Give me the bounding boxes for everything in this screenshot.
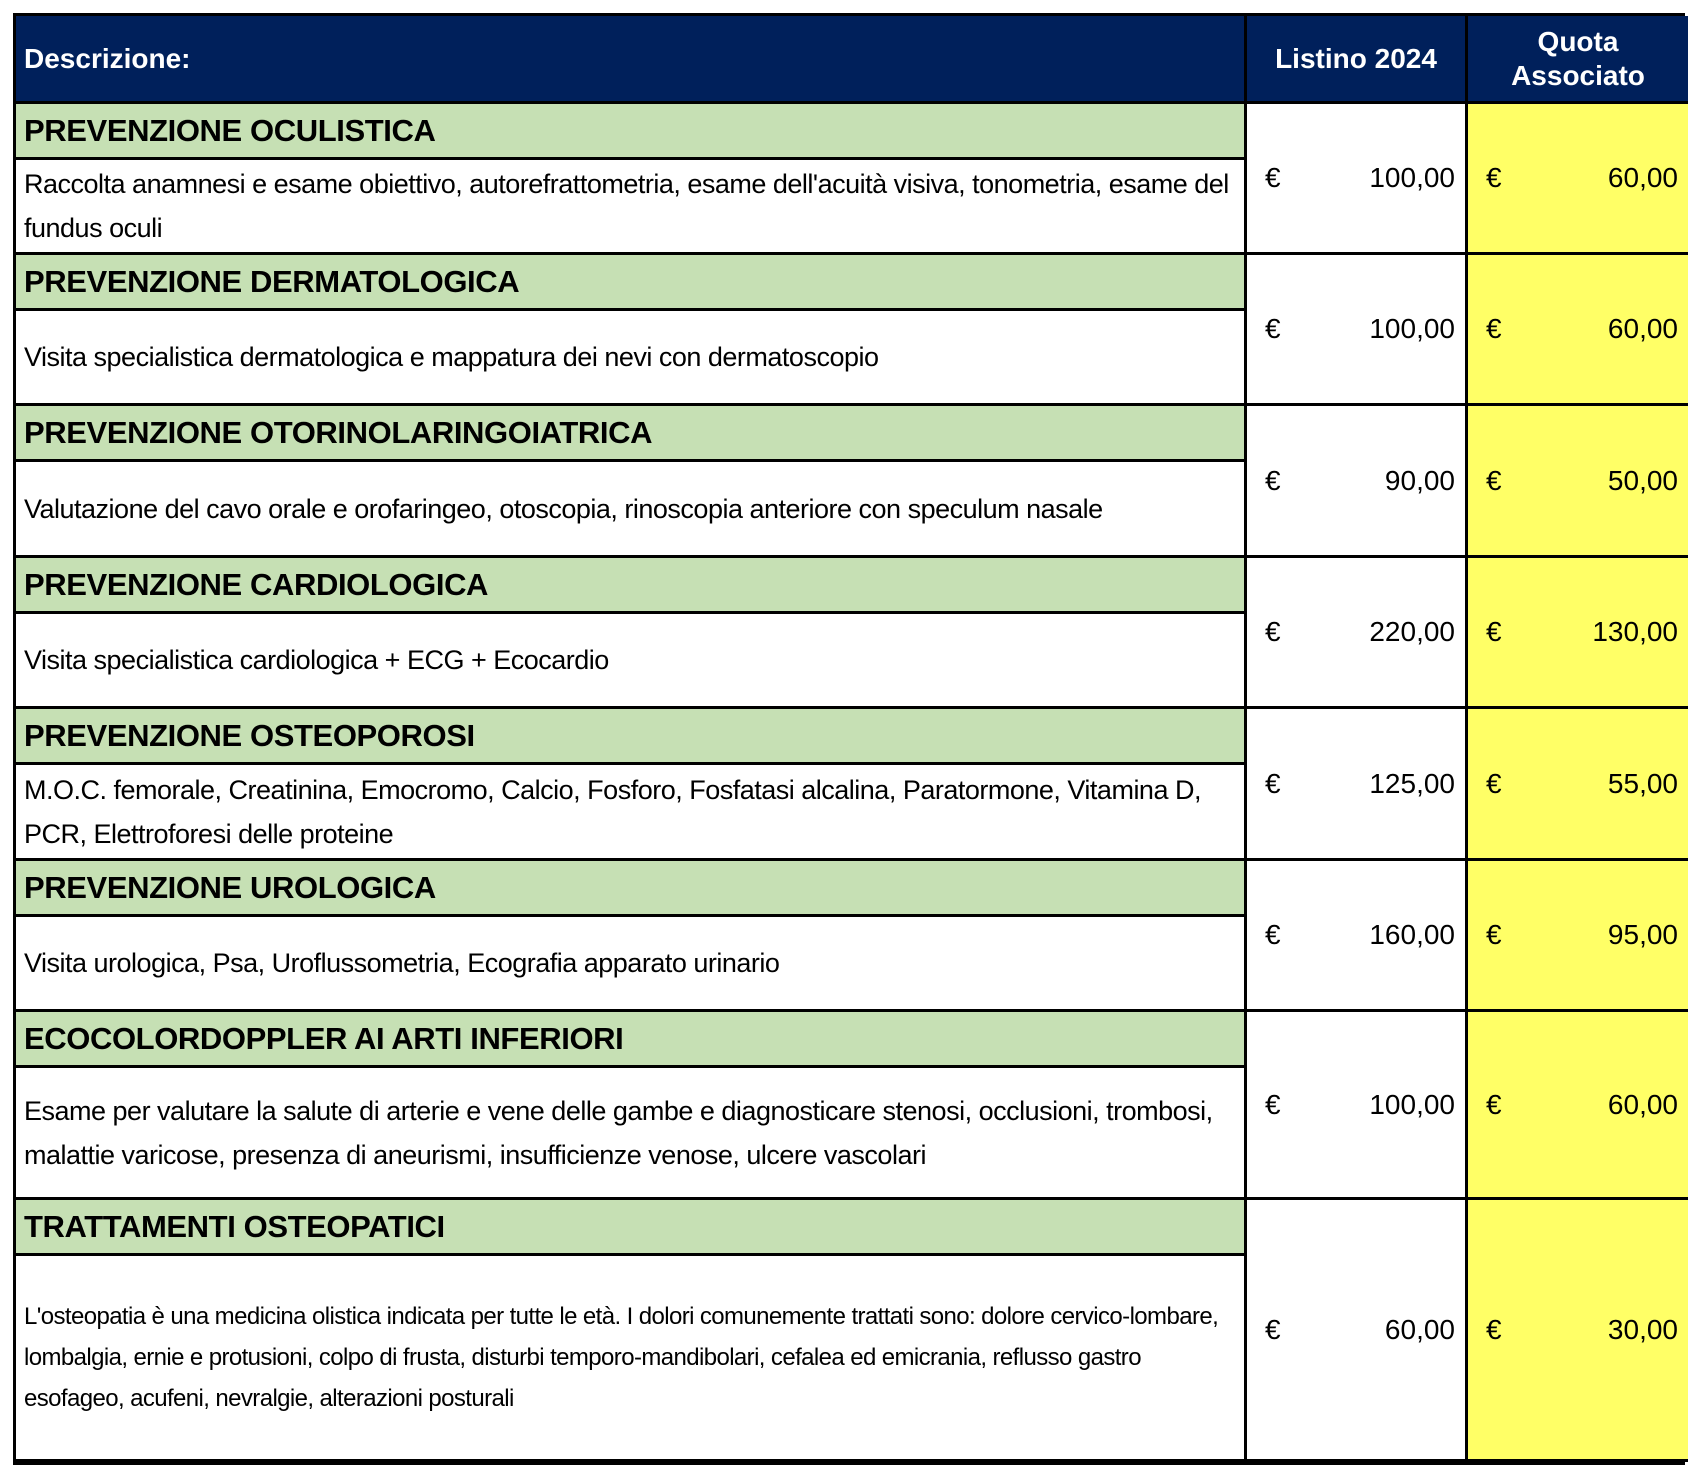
service-title: PREVENZIONE UROLOGICA [16,861,1247,917]
member-price-cell: €50,00 [1468,406,1688,558]
list-price-cell: €60,00 [1247,1200,1468,1462]
currency-symbol: € [1486,767,1502,799]
service-description: Visita specialistica dermatologica e map… [16,311,1247,406]
price-value: 60,00 [1607,313,1678,344]
list-price-cell: €90,00 [1247,406,1468,558]
currency-symbol: € [1486,313,1502,344]
header-member-fee: Quota Associato [1468,16,1688,104]
member-price-cell: €130,00 [1468,558,1688,709]
member-price-cell: €60,00 [1468,1012,1688,1200]
price-value: 60,00 [1384,1313,1455,1345]
service-title: PREVENZIONE OTORINOLARINGOIATRICA [16,406,1247,462]
price-value: 100,00 [1369,1088,1455,1120]
price-value: 95,00 [1607,919,1678,950]
service-title: PREVENZIONE CARDIOLOGICA [16,558,1247,614]
service-description: M.O.C. femorale, Creatinina, Emocromo, C… [16,765,1247,861]
list-price-cell: €100,00 [1247,1012,1468,1200]
currency-symbol: € [1265,1088,1281,1120]
currency-symbol: € [1265,767,1281,799]
price-value: 60,00 [1607,162,1678,193]
price-value: 55,00 [1607,767,1678,799]
currency-symbol: € [1486,464,1502,496]
header-list-price: Listino 2024 [1247,16,1468,104]
service-description: Esame per valutare la salute di arterie … [16,1068,1247,1200]
list-price-cell: €125,00 [1247,709,1468,861]
price-value: 60,00 [1607,1088,1678,1120]
currency-symbol: € [1265,616,1281,647]
service-description: Raccolta anamnesi e esame obiettivo, aut… [16,160,1247,255]
service-title: TRATTAMENTI OSTEOPATICI [16,1200,1247,1256]
list-price-cell: €220,00 [1247,558,1468,709]
service-description: L'osteopatia è una medicina olistica ind… [16,1256,1247,1462]
header-description: Descrizione: [16,16,1247,104]
service-description: Visita specialistica cardiologica + ECG … [16,614,1247,709]
currency-symbol: € [1265,464,1281,496]
currency-symbol: € [1265,162,1281,193]
service-description: Valutazione del cavo orale e orofaringeo… [16,462,1247,558]
price-value: 50,00 [1607,464,1678,496]
service-title: ECOCOLORDOPPLER AI ARTI INFERIORI [16,1012,1247,1068]
service-title: PREVENZIONE OSTEOPOROSI [16,709,1247,765]
currency-symbol: € [1486,616,1502,647]
price-list-table: Descrizione: Listino 2024 Quota Associat… [13,13,1688,1465]
service-description: Visita urologica, Psa, Uroflussometria, … [16,917,1247,1012]
service-title: PREVENZIONE OCULISTICA [16,104,1247,160]
member-price-cell: €95,00 [1468,861,1688,1012]
list-price-cell: €160,00 [1247,861,1468,1012]
currency-symbol: € [1265,919,1281,950]
currency-symbol: € [1486,1313,1502,1345]
price-value: 160,00 [1369,919,1455,950]
currency-symbol: € [1486,919,1502,950]
price-value: 220,00 [1369,616,1455,647]
price-value: 90,00 [1384,464,1455,496]
service-title: PREVENZIONE DERMATOLOGICA [16,255,1247,311]
member-price-cell: €30,00 [1468,1200,1688,1462]
member-price-cell: €60,00 [1468,255,1688,406]
price-value: 30,00 [1607,1313,1678,1345]
list-price-cell: €100,00 [1247,104,1468,255]
member-price-cell: €55,00 [1468,709,1688,861]
price-value: 125,00 [1369,767,1455,799]
list-price-cell: €100,00 [1247,255,1468,406]
currency-symbol: € [1265,313,1281,344]
currency-symbol: € [1265,1313,1281,1345]
price-value: 100,00 [1369,162,1455,193]
member-price-cell: €60,00 [1468,104,1688,255]
currency-symbol: € [1486,162,1502,193]
currency-symbol: € [1486,1088,1502,1120]
price-value: 130,00 [1592,616,1678,647]
price-value: 100,00 [1369,313,1455,344]
